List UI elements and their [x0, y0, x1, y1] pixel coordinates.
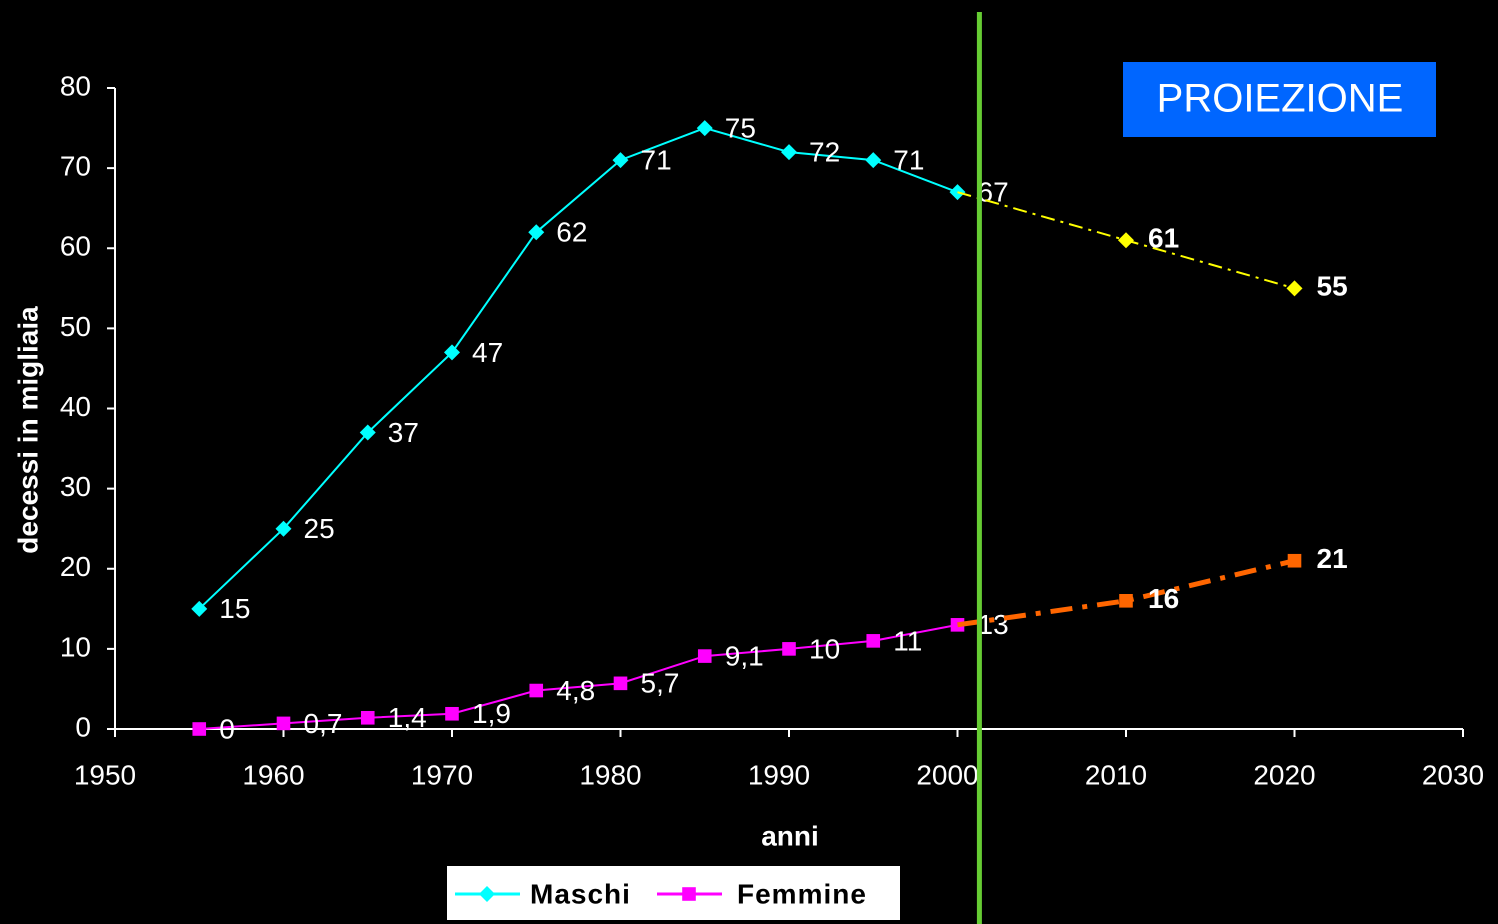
data-label: 75	[725, 112, 756, 143]
data-point	[277, 717, 291, 731]
y-tick-label: 70	[60, 151, 91, 182]
x-tick-label: 2020	[1253, 759, 1315, 790]
projection-label: 55	[1317, 271, 1348, 302]
data-label: 25	[304, 513, 335, 544]
legend-marker	[682, 887, 696, 901]
y-tick-label: 50	[60, 311, 91, 342]
x-tick-label: 2030	[1422, 759, 1484, 790]
annotation: PROIEZIONE	[1157, 77, 1404, 121]
data-point	[361, 711, 375, 725]
data-label: 15	[219, 593, 250, 624]
data-point	[614, 677, 628, 691]
data-label: 1,9	[472, 698, 511, 729]
data-point	[529, 684, 543, 698]
data-label: 0	[219, 713, 235, 744]
data-label: 13	[978, 609, 1009, 640]
y-tick-label: 0	[75, 711, 91, 742]
data-label: 62	[556, 217, 587, 248]
y-axis-title: decessi in migliaia	[12, 306, 43, 554]
data-label: 47	[472, 337, 503, 368]
data-label: 0,7	[304, 708, 343, 739]
x-tick-label: 1990	[748, 759, 810, 790]
y-tick-label: 60	[60, 231, 91, 262]
y-tick-label: 20	[60, 551, 91, 582]
y-tick-label: 40	[60, 391, 91, 422]
x-tick-label: 1950	[74, 759, 136, 790]
data-point	[445, 707, 459, 721]
projection-label: 16	[1148, 583, 1179, 614]
data-label: 11	[893, 625, 922, 656]
data-point	[192, 722, 206, 736]
data-label: 71	[893, 145, 924, 176]
data-label: 5,7	[641, 668, 680, 699]
x-tick-label: 1980	[579, 759, 641, 790]
y-tick-label: 30	[60, 471, 91, 502]
data-label: 10	[809, 633, 840, 664]
projection-point	[1119, 594, 1133, 608]
projection-label: 61	[1148, 223, 1179, 254]
data-label: 71	[641, 145, 672, 176]
legend-label: Femmine	[737, 878, 867, 909]
page: anni decessi in migliaia PROIEZIONE 0 10 2…	[0, 0, 1498, 924]
projection-label: 21	[1317, 543, 1348, 574]
data-label: 72	[809, 136, 840, 167]
legend-label: Maschi	[530, 878, 631, 909]
x-tick-label: 2000	[916, 759, 978, 790]
y-tick-label: 80	[60, 70, 91, 101]
projection-point	[1288, 554, 1302, 568]
x-axis-title: anni	[761, 820, 819, 851]
data-point	[698, 649, 712, 663]
data-label: 37	[388, 417, 419, 448]
chart: anni decessi in migliaia PROIEZIONE 0 10 2…	[0, 0, 1498, 924]
data-point	[866, 634, 880, 648]
y-tick-label: 10	[60, 631, 91, 662]
x-tick-label: 2010	[1085, 759, 1147, 790]
data-label: 9,1	[725, 640, 764, 671]
data-label: 4,8	[556, 675, 595, 706]
data-point	[782, 642, 796, 656]
x-tick-label: 1960	[242, 759, 304, 790]
data-label: 1,4	[388, 702, 427, 733]
x-tick-label: 1970	[411, 759, 473, 790]
